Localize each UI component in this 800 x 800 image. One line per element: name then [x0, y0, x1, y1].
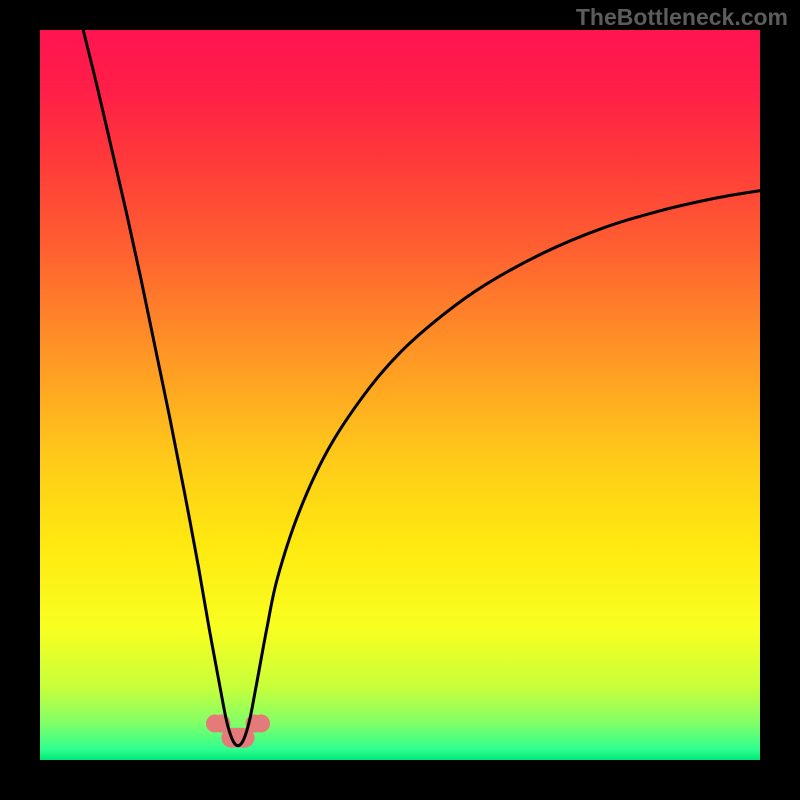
attribution-label: TheBottleneck.com — [576, 4, 788, 31]
chart-container: TheBottleneck.com — [0, 0, 800, 800]
plot-background — [40, 30, 760, 760]
bottleneck-chart — [0, 0, 800, 800]
marker-dot — [252, 715, 270, 733]
